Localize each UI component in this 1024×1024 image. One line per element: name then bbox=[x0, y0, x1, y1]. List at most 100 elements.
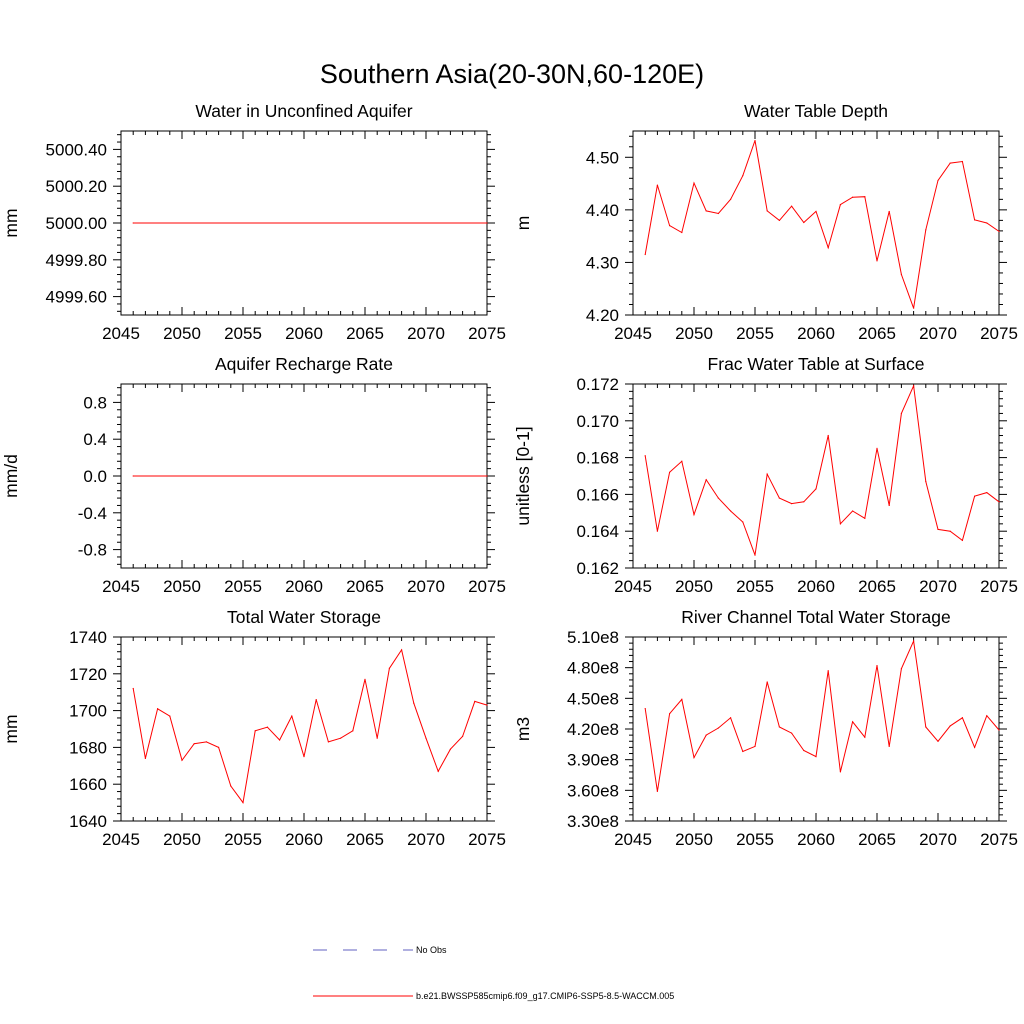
water-table-depth-series-line bbox=[644, 140, 1000, 309]
river-channel-storage-data-point bbox=[925, 726, 927, 728]
total-water-storage-series-line bbox=[132, 648, 488, 804]
frac-water-table-data-point bbox=[766, 473, 768, 475]
river-channel-storage-data-point bbox=[766, 681, 768, 683]
water-table-depth-ytick-label: 4.50 bbox=[586, 148, 619, 167]
panel-frac-water-table: Frac Water Table at Surface unitless [0-1… bbox=[513, 354, 1018, 596]
river-channel-storage-data-point bbox=[730, 717, 732, 719]
total-water-storage-ytick-label: 1720 bbox=[69, 665, 107, 684]
water-table-depth-xtick-label: 2070 bbox=[919, 324, 957, 343]
water-table-depth-data-point bbox=[937, 179, 939, 182]
water-table-depth-xtick-label: 2050 bbox=[675, 324, 713, 343]
panel-river-channel-storage: River Channel Total Water Storage m3 2045 2… bbox=[513, 607, 1018, 849]
total-water-storage-data-point bbox=[132, 687, 134, 690]
water-table-depth-data-point bbox=[913, 307, 915, 309]
unconfined-aquifer-title: Water in Unconfined Aquifer bbox=[195, 101, 412, 121]
river-channel-storage-data-point bbox=[913, 640, 915, 642]
water-table-depth-data-point bbox=[705, 210, 707, 212]
frac-water-table-ytick-label: 0.168 bbox=[576, 449, 619, 468]
river-channel-storage-data-point bbox=[888, 745, 890, 747]
frac-water-table-title: Frac Water Table at Surface bbox=[708, 354, 925, 374]
total-water-storage-data-point bbox=[315, 698, 317, 701]
water-table-depth-data-point bbox=[998, 230, 1000, 233]
unconfined-aquifer-xtick-label: 2075 bbox=[468, 324, 506, 343]
total-water-storage-data-point bbox=[303, 756, 305, 758]
unconfined-aquifer-xtick-label: 2055 bbox=[224, 324, 262, 343]
total-water-storage-xtick-label: 2055 bbox=[224, 830, 262, 849]
frac-water-table-data-point bbox=[778, 497, 781, 499]
river-channel-storage-data-point bbox=[974, 746, 976, 749]
river-channel-storage-data-point bbox=[864, 736, 866, 738]
recharge-rate-data-point bbox=[486, 475, 488, 477]
total-water-storage-data-point bbox=[462, 735, 464, 737]
water-table-depth-data-point bbox=[656, 184, 659, 186]
river-channel-storage-data-point bbox=[852, 721, 854, 723]
water-table-depth-data-point bbox=[693, 182, 695, 184]
river-channel-storage-data-point bbox=[998, 729, 1000, 731]
frac-water-table-xtick-label: 2045 bbox=[614, 577, 652, 596]
river-channel-storage-ytick-label: 4.50e8 bbox=[567, 689, 619, 708]
total-water-storage-data-point bbox=[144, 757, 146, 760]
total-water-storage-ytick-label: 1660 bbox=[69, 775, 107, 794]
frac-water-table-xtick-label: 2050 bbox=[675, 577, 713, 596]
unconfined-aquifer-xtick-label: 2050 bbox=[163, 324, 201, 343]
recharge-rate-ylabel: mm/d bbox=[1, 454, 21, 498]
recharge-rate-xtick-label: 2045 bbox=[102, 577, 140, 596]
panel-recharge-rate: Aquifer Recharge Rate mm/d 2045 2050 2055 206… bbox=[1, 354, 506, 596]
river-channel-storage-xtick-label: 2050 bbox=[675, 830, 713, 849]
water-table-depth-data-point bbox=[864, 196, 866, 198]
total-water-storage-data-point bbox=[486, 704, 488, 706]
total-water-storage-data-point bbox=[364, 678, 366, 680]
frac-water-table-data-point bbox=[742, 521, 744, 523]
frac-water-table-ytick-label: 0.172 bbox=[576, 375, 619, 394]
panel-water-table-depth: Water Table Depth m 2045 2050 2055 2060 2065 20… bbox=[513, 101, 1018, 343]
frac-water-table-ylabel: unitless [0-1] bbox=[513, 426, 533, 525]
recharge-rate-xtick-label: 2055 bbox=[224, 577, 262, 596]
river-channel-storage-ylabel: m3 bbox=[513, 717, 533, 741]
frac-water-table-data-point bbox=[815, 488, 817, 490]
unconfined-aquifer-xtick-label: 2060 bbox=[285, 324, 323, 343]
total-water-storage-ytick-label: 1680 bbox=[69, 738, 107, 757]
frac-water-table-xtick-label: 2065 bbox=[858, 577, 896, 596]
frac-water-table-ytick-label: 0.170 bbox=[576, 412, 619, 431]
total-water-storage-data-point bbox=[205, 741, 207, 743]
water-table-depth-xtick-label: 2045 bbox=[614, 324, 652, 343]
water-table-depth-xtick-label: 2065 bbox=[858, 324, 896, 343]
frac-water-table-data-point bbox=[852, 510, 854, 512]
river-channel-storage-data-point bbox=[986, 715, 988, 717]
river-channel-storage-ytick-label: 5.10e8 bbox=[567, 628, 619, 647]
river-channel-storage-xtick-label: 2045 bbox=[614, 830, 652, 849]
water-table-depth-data-point bbox=[815, 210, 817, 213]
total-water-storage-xtick-label: 2060 bbox=[285, 830, 323, 849]
unconfined-aquifer-ytick-label: 4999.60 bbox=[46, 288, 107, 307]
water-table-depth-data-point bbox=[986, 222, 988, 224]
river-channel-storage-data-point bbox=[803, 749, 805, 752]
unconfined-aquifer-ytick-label: 4999.80 bbox=[46, 251, 107, 270]
river-channel-storage-data-point bbox=[717, 727, 720, 729]
legend-model-label: b.e21.BWSSP585cmip6.f09_g17.CMIP6-SSP5-8… bbox=[416, 991, 674, 1001]
river-channel-storage-xtick-label: 2075 bbox=[980, 830, 1018, 849]
total-water-storage-ylabel: mm bbox=[1, 714, 21, 743]
river-channel-storage-series-line bbox=[644, 639, 1000, 792]
river-channel-storage-data-point bbox=[742, 750, 744, 753]
total-water-storage-data-point bbox=[181, 759, 183, 761]
water-table-depth-data-point bbox=[778, 219, 781, 221]
total-water-storage-xtick-label: 2070 bbox=[407, 830, 445, 849]
frac-water-table-data-point bbox=[693, 514, 695, 516]
total-water-storage-title: Total Water Storage bbox=[227, 607, 381, 627]
water-table-depth-data-point bbox=[730, 198, 732, 200]
total-water-storage-data-point bbox=[413, 702, 415, 704]
total-water-storage-data-point bbox=[242, 802, 244, 804]
total-water-storage-xtick-label: 2065 bbox=[346, 830, 384, 849]
recharge-rate-ytick-label: -0.8 bbox=[78, 541, 107, 560]
river-channel-storage-data-point bbox=[876, 665, 878, 667]
river-channel-storage-data-point bbox=[815, 756, 817, 758]
water-table-depth-ylabel: m bbox=[513, 216, 533, 231]
recharge-rate-xtick-label: 2050 bbox=[163, 577, 201, 596]
recharge-rate-ytick-label: 0.8 bbox=[83, 393, 107, 412]
river-channel-storage-data-point bbox=[949, 725, 951, 727]
frac-water-table-data-point bbox=[644, 455, 646, 457]
frac-water-table-ytick-label: 0.166 bbox=[576, 485, 619, 504]
recharge-rate-data-point bbox=[132, 475, 134, 477]
river-channel-storage-data-point bbox=[754, 745, 756, 747]
frac-water-table-xtick-label: 2070 bbox=[919, 577, 957, 596]
